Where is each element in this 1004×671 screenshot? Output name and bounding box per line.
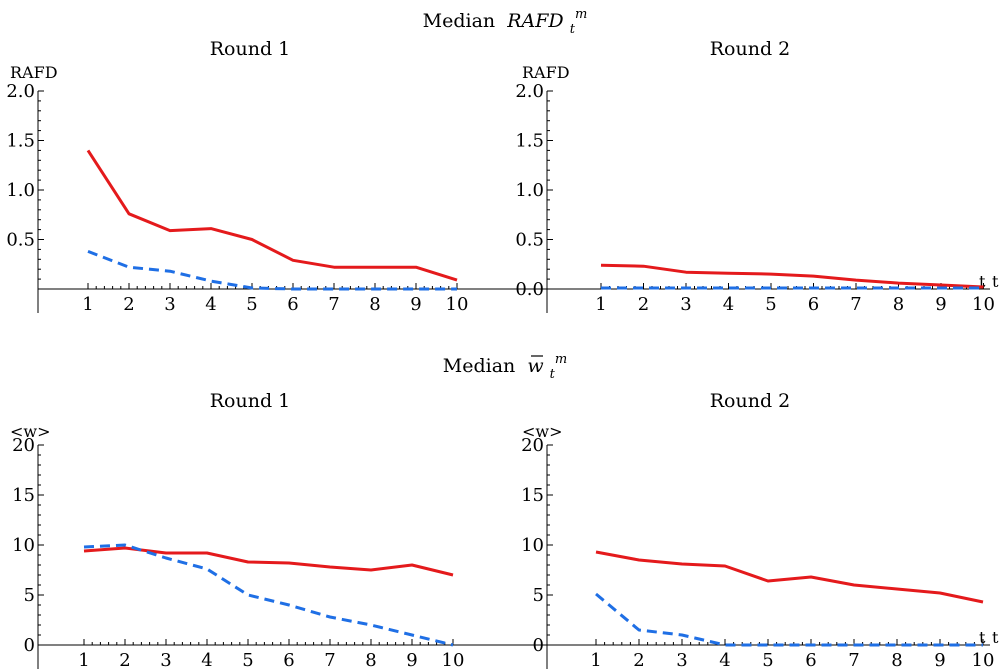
series-line-dashed [595, 592, 983, 647]
series-line-dashed [83, 543, 454, 647]
section-title-prefix: Median [443, 355, 516, 377]
x-axis-label: t [992, 628, 999, 647]
panel-title: Round 1 [210, 390, 291, 412]
y-tick-label: 20 [521, 435, 544, 456]
series-line-solid [600, 263, 984, 289]
x-tick-label: 5 [765, 294, 776, 315]
x-tick-label: 4 [201, 650, 212, 671]
x-tick-label: 5 [242, 650, 253, 671]
x-tick-label: 2 [633, 650, 644, 671]
x-tick-label: 3 [160, 650, 171, 671]
x-tick-label: 7 [324, 650, 335, 671]
x-axis-label: t [992, 272, 999, 291]
x-tick-label: 9 [406, 650, 417, 671]
x-tick-label: 8 [891, 650, 902, 671]
y-axis-label: <w> [10, 422, 51, 441]
y-tick-label: 20 [12, 435, 35, 456]
x-tick-label: 8 [369, 294, 380, 315]
panel-title: Round 2 [710, 390, 791, 412]
y-tick-label: 0.5 [515, 230, 544, 251]
x-tick-label: 8 [365, 650, 376, 671]
svg-text:Median w t m: Median w t m [443, 352, 567, 383]
x-tick-label: 2 [638, 294, 649, 315]
x-tick-label: 4 [205, 294, 216, 315]
y-tick-label: 5 [533, 585, 544, 606]
x-tick-label: 3 [680, 294, 691, 315]
y-tick-label: 10 [12, 535, 35, 556]
x-tick-label: 8 [893, 294, 904, 315]
section-title-rafd: Median RAFD t m [423, 7, 588, 38]
y-tick-label: 0.5 [6, 230, 35, 251]
section-title-math: w [527, 355, 543, 377]
x-tick-label: 7 [848, 650, 859, 671]
y-axis-label: <w> [522, 422, 563, 441]
panel-title: Round 2 [710, 38, 791, 60]
x-tick-label: 5 [762, 650, 773, 671]
x-tick-label: 2 [123, 294, 134, 315]
section-title-sup: m [575, 7, 587, 22]
y-tick-label: 0 [24, 635, 35, 656]
x-tick-label: 1 [82, 294, 93, 315]
panel-rafd-round-2: Round 2 RAFD 0.0 0.5 1.0 1.5 2.0 1 2 3 4 5 6 7 8 9 10 t [515, 38, 999, 315]
y-axis-label: RAFD [522, 63, 570, 82]
x-tick-label: 1 [590, 650, 601, 671]
y-tick-label: 10 [521, 535, 544, 556]
section-title-sub: t [550, 367, 556, 382]
x-tick-label: 3 [676, 650, 687, 671]
x-tick-label: 1 [78, 650, 89, 671]
section-title-prefix: Median [423, 10, 496, 32]
x-tick-label: 6 [287, 294, 298, 315]
y-axis-label: RAFD [10, 63, 58, 82]
section-title-sup: m [555, 352, 567, 367]
panel-rafd-round-1: Round 1 RAFD 0.5 1.0 1.5 2.0 1 2 3 4 5 6 7 8 9 10 t [6, 38, 986, 315]
panel-weight-round-2: Round 2 <w> 0 5 10 15 20 1 2 3 4 5 6 7 8 9 10 t [521, 390, 999, 671]
x-tick-label: 10 [972, 650, 995, 671]
y-tick-label: 1.0 [515, 180, 544, 201]
y-tick-label: 2.0 [515, 81, 544, 102]
section-title-math: RAFD [506, 10, 563, 32]
x-tick-label: 10 [442, 650, 465, 671]
y-tick-label: 1.5 [6, 131, 35, 152]
x-tick-label: 10 [972, 294, 995, 315]
x-tick-label: 9 [410, 294, 421, 315]
x-tick-label: 9 [935, 294, 946, 315]
x-tick-label: 4 [719, 650, 730, 671]
y-tick-label: 2.0 [6, 81, 35, 102]
section-title-sub: t [570, 22, 576, 37]
series-line-solid [595, 550, 984, 604]
x-axis-label: t [979, 628, 986, 647]
series-line-solid [86, 149, 458, 282]
x-tick-label: 5 [246, 294, 257, 315]
series-line-solid [83, 546, 454, 577]
y-tick-label: 15 [12, 485, 35, 506]
x-tick-label: 6 [805, 650, 816, 671]
x-tick-label: 7 [850, 294, 861, 315]
series-line-dashed [87, 250, 457, 291]
y-tick-label: 15 [521, 485, 544, 506]
x-tick-label: 6 [283, 650, 294, 671]
x-tick-label: 9 [934, 650, 945, 671]
x-tick-label: 1 [595, 294, 606, 315]
y-tick-label: 0.0 [515, 279, 544, 300]
x-axis-label: t [979, 272, 986, 291]
y-tick-label: 5 [24, 585, 35, 606]
panel-title: Round 1 [210, 38, 291, 60]
x-tick-label: 6 [808, 294, 819, 315]
y-tick-label: 0 [533, 635, 544, 656]
x-tick-label: 10 [446, 294, 469, 315]
y-tick-label: 1.0 [6, 180, 35, 201]
x-tick-label: 4 [723, 294, 734, 315]
section-title-weight: Median w t m [443, 352, 567, 383]
x-tick-label: 3 [164, 294, 175, 315]
x-tick-label: 2 [119, 650, 130, 671]
x-tick-label: 7 [328, 294, 339, 315]
y-tick-label: 1.5 [515, 131, 544, 152]
